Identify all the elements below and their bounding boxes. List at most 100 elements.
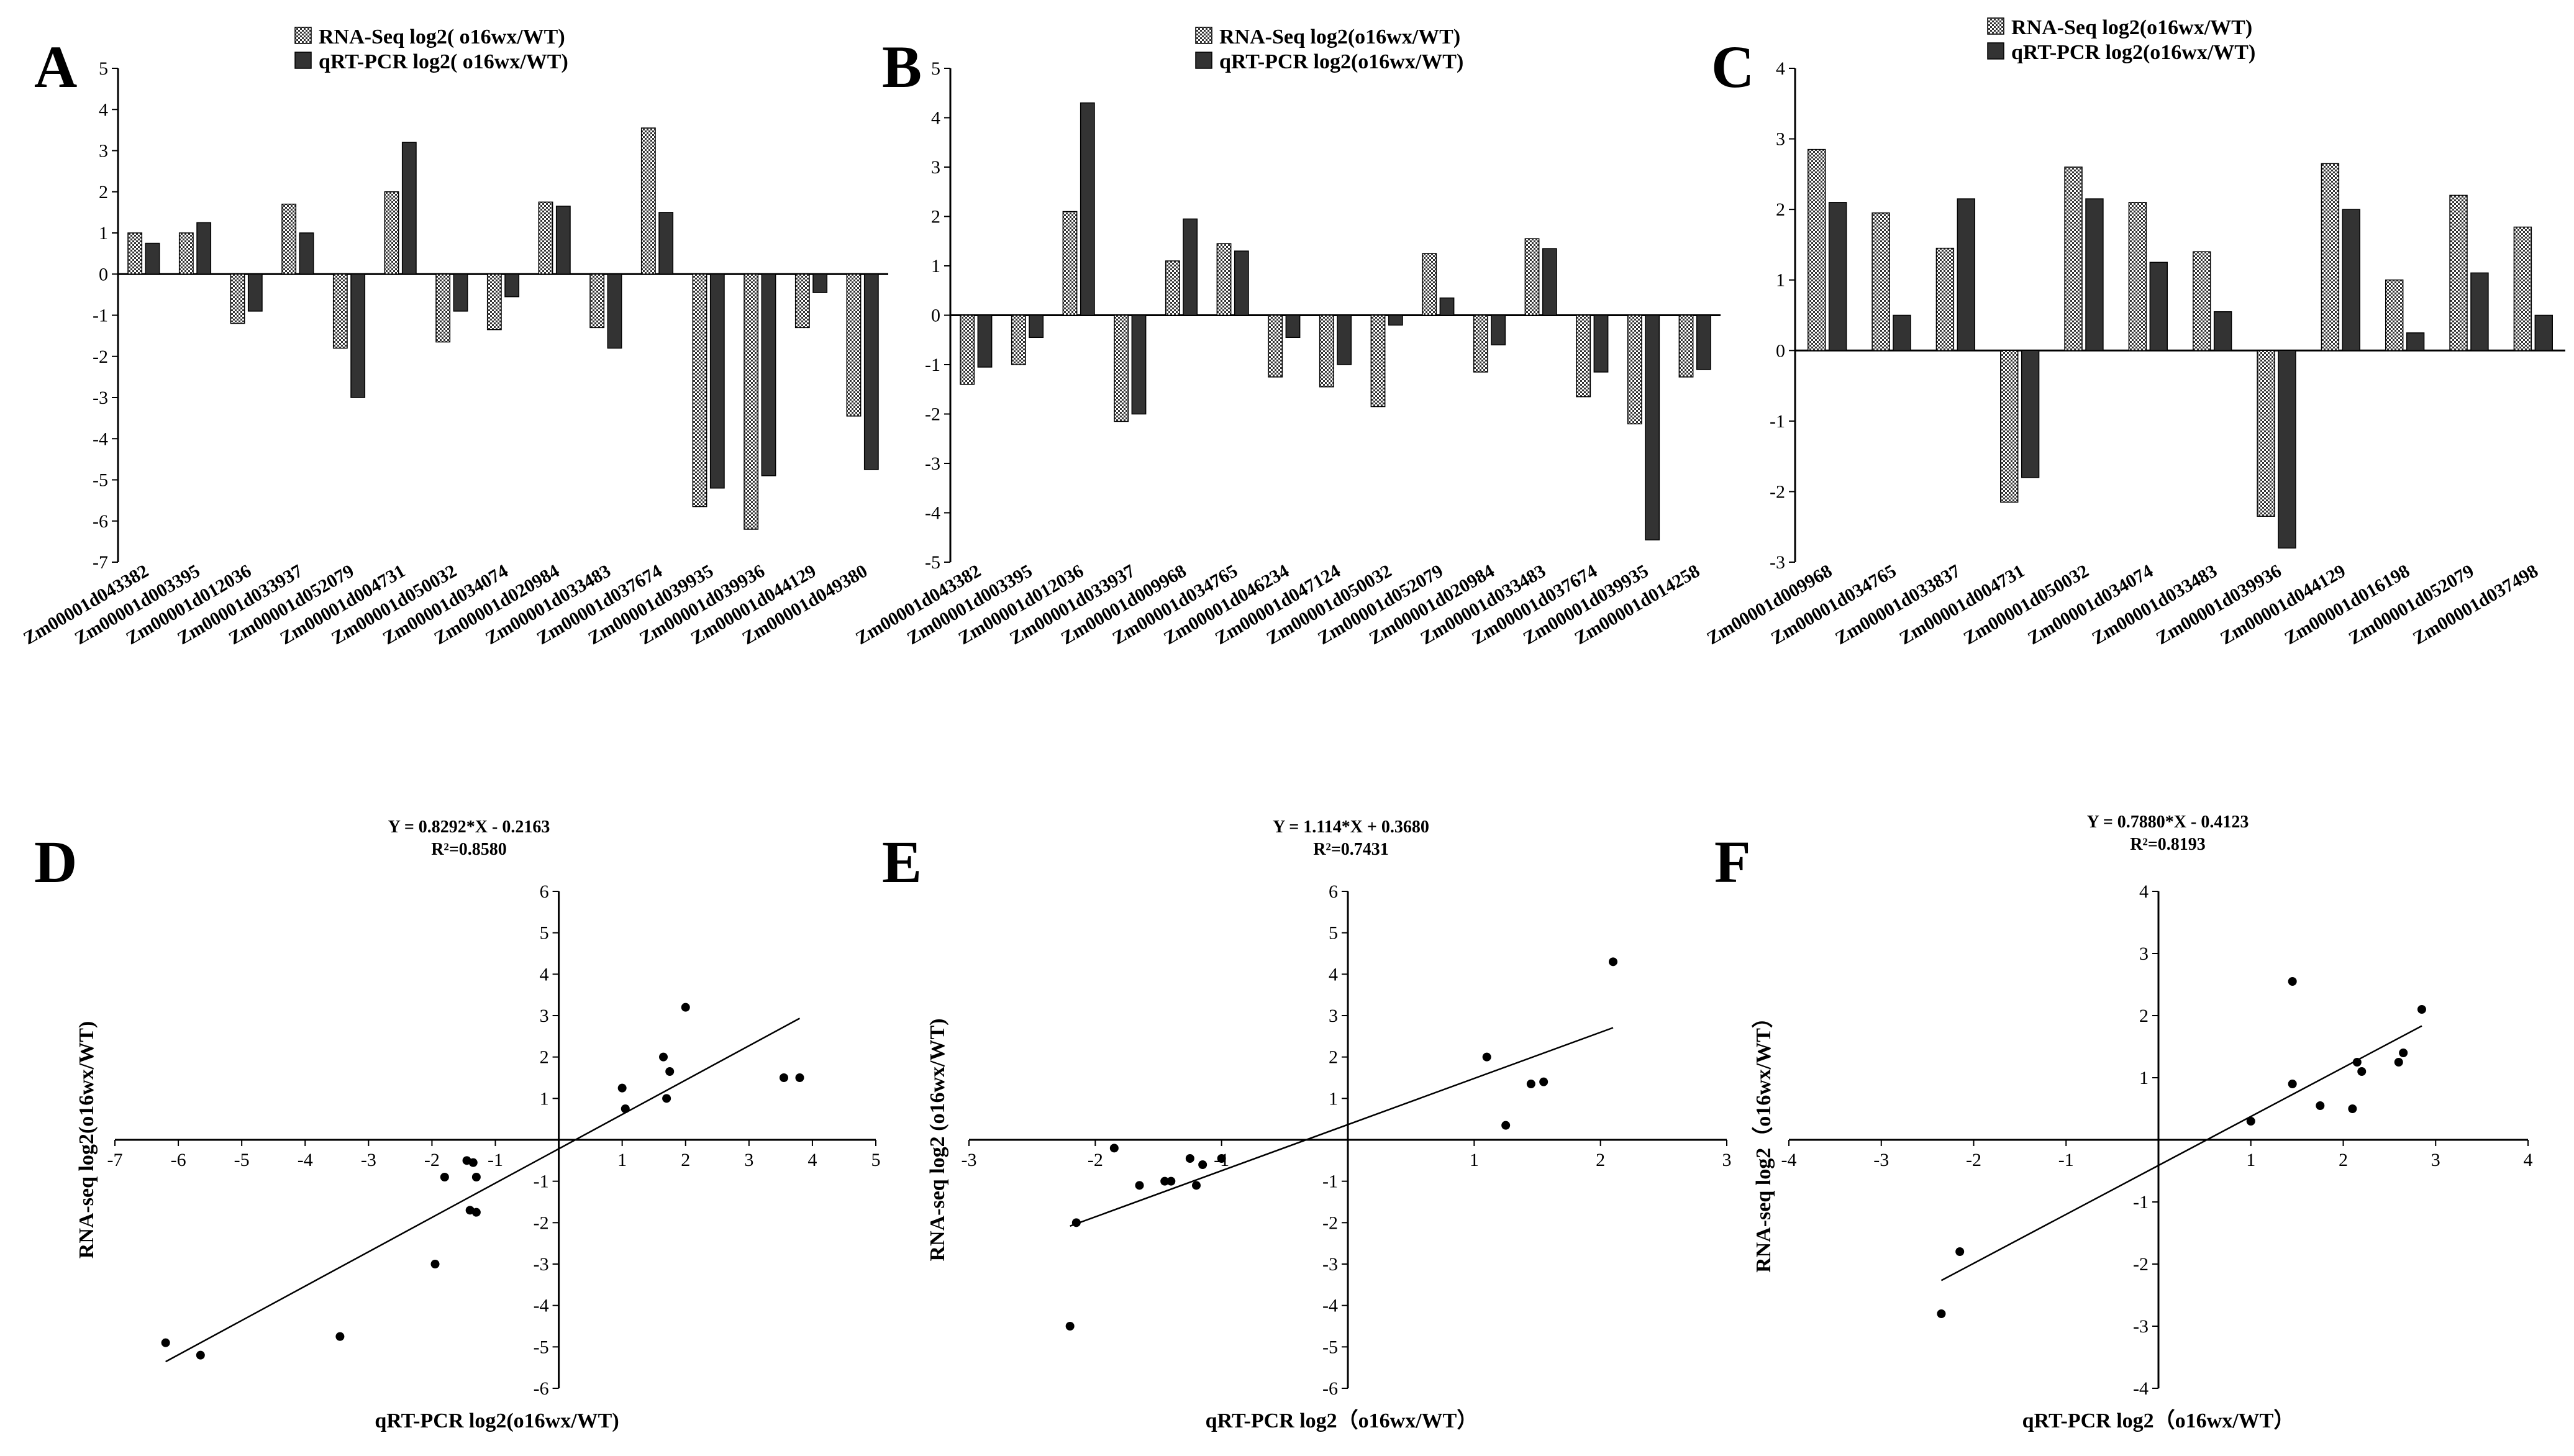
data-point (2348, 1104, 2357, 1113)
y-axis-label: RNA-seq log2（o16wx/WT） (1751, 1007, 1775, 1273)
bar-rna-seq (1576, 314, 1591, 398)
x-tick-label: 5 (871, 1150, 881, 1170)
legend-label: RNA-Seq log2(o16wx/WT) (2011, 16, 2252, 39)
bar-rna-seq (1319, 314, 1334, 388)
y-tick-label: -4 (1322, 1296, 1338, 1316)
regression-line (165, 1017, 801, 1363)
y-tick-label: 4 (931, 108, 940, 129)
y-tick-label: -3 (1322, 1254, 1338, 1275)
data-point (1065, 1322, 1075, 1331)
x-tick-label: -4 (298, 1150, 313, 1170)
bar-qrt-pcr (761, 273, 776, 476)
y-tick-label: -3 (93, 388, 108, 408)
bar-rna-seq (127, 232, 143, 275)
data-point (1217, 1154, 1226, 1163)
y-tick-label: -1 (534, 1172, 549, 1192)
bar-rna-seq (2385, 279, 2404, 352)
data-point (1192, 1181, 1201, 1190)
panel-d: D Y = 0.8292*X - 0.2163 R²=0.8580 -7 -6 -5 -4 -… (34, 817, 881, 1432)
data-point (779, 1073, 788, 1082)
y-tick-label: -6 (534, 1378, 549, 1399)
bar-qrt-pcr (2085, 198, 2104, 352)
data-point (1071, 1218, 1081, 1227)
y-tick-label: -3 (925, 453, 940, 474)
bar-rna-seq (486, 273, 502, 330)
y-tick-label: 4 (1329, 964, 1338, 985)
bar-qrt-pcr (1645, 314, 1660, 540)
y-tick-label: 3 (99, 141, 108, 162)
y-tick-label: 4 (540, 964, 549, 985)
bar-rna-seq (589, 273, 605, 329)
data-point (2399, 1049, 2408, 1057)
bar-qrt-pcr (1542, 248, 1557, 316)
panel-e: E Y = 1.114*X + 0.3680 R²=0.7431 -3 -2 -1 1 2 3 -… (882, 817, 1732, 1432)
y-tick-label: -4 (925, 503, 940, 524)
regression-line (1940, 1025, 2422, 1281)
bar-qrt-pcr (299, 232, 314, 275)
y-tick-label: 3 (2139, 944, 2149, 964)
y-tick-label: 1 (1329, 1088, 1338, 1109)
data-point (1160, 1176, 1170, 1186)
x-tick-label: -7 (107, 1150, 123, 1170)
bar-rna-seq (960, 314, 975, 385)
y-tick-label: -2 (534, 1213, 549, 1233)
x-tick-label: 1 (1470, 1150, 1479, 1170)
bar-qrt-pcr (812, 273, 828, 293)
data-point (1135, 1181, 1144, 1190)
y-tick-label: 1 (931, 256, 940, 276)
y-tick-label: 6 (1329, 881, 1338, 902)
bar-qrt-pcr (1285, 314, 1301, 339)
data-point (1198, 1160, 1207, 1169)
bar-qrt-pcr (2342, 209, 2360, 352)
y-tick-label: 2 (99, 182, 108, 202)
bar-rna-seq (1422, 253, 1437, 316)
legend-label: qRT-PCR log2(o16wx/WT) (2011, 41, 2255, 64)
bar-rna-seq (1114, 314, 1129, 422)
y-tick-label: 1 (540, 1088, 549, 1109)
y-tick-label: -6 (1322, 1378, 1338, 1399)
x-tick-label: 4 (807, 1150, 817, 1170)
y-tick-label: -2 (1322, 1213, 1338, 1233)
x-tick-label: -2 (1966, 1150, 1981, 1170)
legend-label: RNA-Seq log2( o16wx/WT) (319, 25, 565, 48)
data-point (1609, 957, 1617, 967)
data-point (617, 1083, 627, 1093)
bar-rna-seq (178, 232, 194, 275)
bar-rna-seq (2321, 163, 2340, 352)
panel-a: A-7-6-5-4-3-2-1012345Zm00001d043382Zm000… (20, 25, 888, 648)
bar-rna-seq (332, 273, 348, 349)
data-point (440, 1173, 449, 1181)
data-point (1185, 1154, 1194, 1163)
y-tick-label: -2 (2133, 1254, 2149, 1275)
bar-rna-seq (1062, 211, 1078, 316)
bar-rna-seq (1165, 260, 1180, 316)
bar-qrt-pcr (1183, 218, 1198, 316)
y-tick-label: -4 (93, 429, 108, 449)
y-tick-label: 5 (99, 58, 108, 79)
y-tick-label: -6 (93, 511, 108, 532)
data-point (662, 1094, 671, 1103)
bar-qrt-pcr (1388, 314, 1403, 326)
y-tick-label: 6 (540, 881, 549, 902)
y-tick-label: -2 (925, 404, 940, 425)
bar-qrt-pcr (1957, 198, 1975, 352)
legend-swatch-qrt-pcr (1195, 52, 1212, 69)
y-tick-label: 5 (1329, 923, 1338, 944)
panel-letter: F (1714, 829, 1751, 895)
y-tick-label: -1 (93, 306, 108, 326)
bar-qrt-pcr (1828, 202, 1847, 352)
bar-qrt-pcr (2149, 262, 2168, 352)
data-point (795, 1073, 804, 1082)
panel-c: C-3-2-101234Zm00001d009968Zm00001d034765… (1703, 16, 2565, 648)
bar-qrt-pcr (2534, 314, 2553, 352)
bar-rna-seq (2449, 194, 2468, 352)
bar-rna-seq (2128, 202, 2147, 352)
bar-qrt-pcr (555, 206, 571, 275)
data-point (621, 1104, 630, 1113)
y-tick-label: -3 (2133, 1316, 2149, 1337)
bar-qrt-pcr (1131, 314, 1147, 415)
data-point (471, 1173, 481, 1181)
y-tick-label: 3 (1776, 129, 1785, 150)
bar-rna-seq (1524, 238, 1540, 316)
bar-rna-seq (640, 127, 656, 275)
